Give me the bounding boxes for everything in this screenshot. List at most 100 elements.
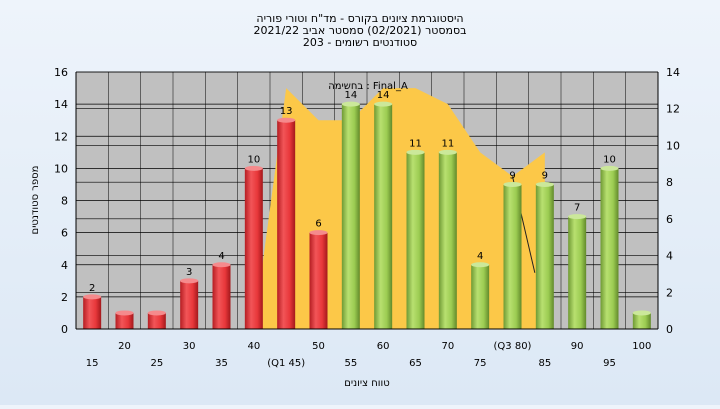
bar-body	[147, 312, 166, 329]
bar-body	[438, 152, 457, 329]
x-tick-label: 75	[474, 358, 487, 369]
data-label: 13	[280, 106, 293, 117]
data-label: 2	[89, 283, 95, 294]
y2-tick-label: 4	[666, 250, 673, 263]
bar-15	[83, 294, 102, 329]
bar-40	[244, 165, 263, 329]
bar-body	[83, 296, 102, 329]
bar-cap	[83, 294, 102, 300]
x-tick-label: 30	[183, 341, 196, 352]
bar-cap	[277, 117, 296, 123]
bar-cap	[438, 149, 457, 155]
bar-cap	[568, 214, 587, 220]
x-tick-label: 65	[409, 358, 422, 369]
title-line-2: בסמסטר (02/2021) סמסטר אביב 2021/22	[253, 24, 466, 37]
y-tick-label: 14	[54, 98, 68, 111]
y-tick-label: 16	[54, 66, 68, 79]
title-line-3: סטודנטים רשומים - 203	[303, 36, 417, 49]
y-tick-label: 0	[61, 323, 68, 336]
y-tick-label: 4	[61, 259, 68, 272]
title-line-1: היסטוגרמת ציונים בקורס - מד"ח וטורי פורי…	[256, 12, 463, 25]
y-tick-label: 2	[61, 291, 68, 304]
x-tick-label: 50	[312, 341, 325, 352]
x-axis-label: טווח ציונים	[344, 378, 389, 389]
data-labels: 2 3 4 10 13 6 14 14 11 11 4 9 9 7 10	[89, 90, 616, 294]
bar-cap	[180, 278, 199, 284]
y2-tick-label: 2	[666, 286, 673, 299]
bar-85	[535, 181, 554, 329]
bar-body	[600, 168, 619, 329]
bar-cap	[147, 310, 166, 316]
bar-95	[600, 165, 619, 329]
bar-body	[212, 264, 231, 329]
y2-tick-label: 8	[666, 176, 673, 189]
bar-cap	[212, 262, 231, 268]
bar-100	[632, 310, 651, 329]
bar-body	[535, 184, 554, 329]
x-tick-label: 90	[571, 341, 584, 352]
y2-tick-label: 10	[666, 139, 680, 152]
data-label: 14	[344, 90, 357, 101]
bar-cap	[406, 149, 425, 155]
data-label: 9	[542, 170, 548, 181]
x-tick-label: 55	[344, 358, 357, 369]
bar-body	[374, 104, 393, 329]
x-tick-label: 15	[86, 358, 99, 369]
bar-body	[632, 312, 651, 329]
bar-(Q3 80)	[503, 181, 522, 329]
bar-body	[180, 280, 199, 329]
bar-cap	[503, 181, 522, 187]
data-label: 4	[477, 251, 483, 262]
data-label: 10	[247, 154, 260, 165]
x-tick-label: 100	[632, 341, 651, 352]
bar-body	[341, 104, 360, 329]
series-legend: בחשימה : Final_A	[328, 81, 408, 92]
data-label: 6	[315, 219, 321, 230]
bar-60	[374, 101, 393, 329]
bar-35	[212, 262, 231, 329]
bar-65	[406, 149, 425, 329]
bar-75	[471, 262, 490, 329]
bar-body	[568, 216, 587, 329]
axes: 0 2 4 6 8 10 12 14 16 0 2 4 6 8 10 12 14 15 20 25 30 35 40 (Q1 …	[54, 66, 680, 369]
data-label: 4	[218, 251, 224, 262]
y2-tick-label: 12	[666, 103, 680, 116]
y2-tick-label: 14	[666, 66, 680, 79]
bar-cap	[632, 310, 651, 316]
x-tick-label: 85	[538, 358, 551, 369]
bar-(Q1 45)	[277, 117, 296, 329]
bar-body	[471, 264, 490, 329]
bar-70	[438, 149, 457, 329]
bars	[83, 101, 651, 329]
y-tick-label: 6	[61, 227, 68, 240]
x-tick-label: 95	[603, 358, 616, 369]
bar-body	[115, 312, 134, 329]
bar-body	[244, 168, 263, 329]
data-label: 14	[377, 90, 390, 101]
bar-body	[503, 184, 522, 329]
bar-body	[277, 120, 296, 329]
y2-tick-label: 6	[666, 213, 673, 226]
x-tick-label: 35	[215, 358, 228, 369]
bar-cap	[374, 101, 393, 107]
bar-55	[341, 101, 360, 329]
bar-cap	[115, 310, 134, 316]
bar-body	[406, 152, 425, 329]
bar-cap	[471, 262, 490, 268]
bar-25	[147, 310, 166, 329]
y-tick-label: 12	[54, 130, 68, 143]
x-tick-label: (Q1 45)	[267, 358, 305, 369]
x-tick-label: (Q3 80)	[494, 341, 532, 352]
x-tick-label: 40	[247, 341, 260, 352]
y-tick-label: 8	[61, 195, 68, 208]
x-tick-label: 70	[441, 341, 454, 352]
bar-cap	[341, 101, 360, 107]
data-label: 3	[186, 267, 192, 278]
x-tick-label: 25	[150, 358, 163, 369]
data-label: 7	[574, 203, 580, 214]
bar-20	[115, 310, 134, 329]
y-tick-label: 10	[54, 162, 68, 175]
y-axis-label: מספר סטודנטים	[30, 166, 41, 235]
